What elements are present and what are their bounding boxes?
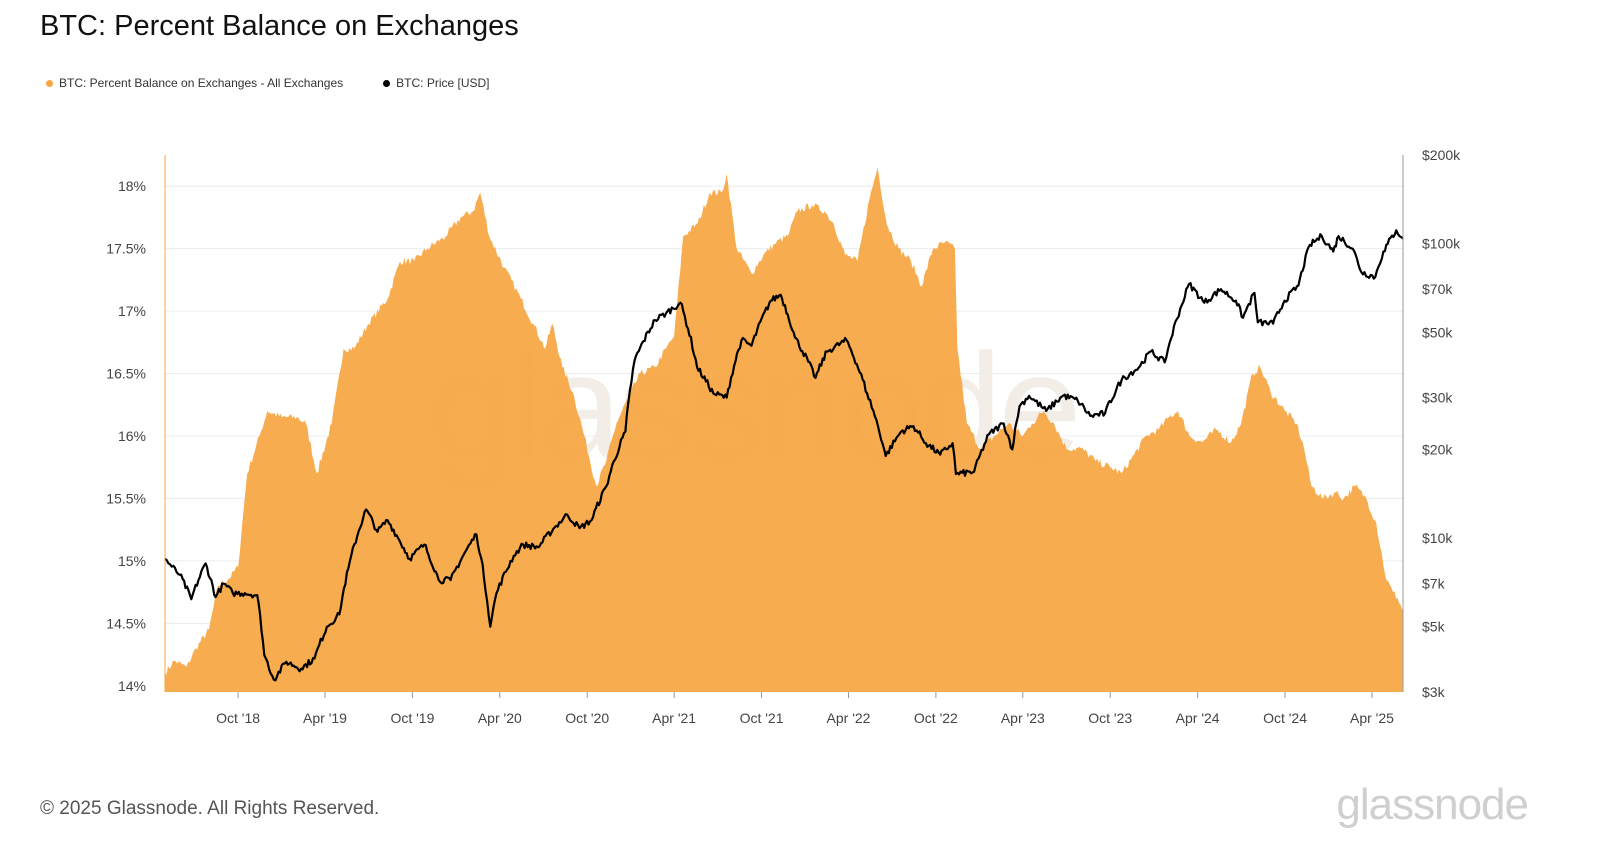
right-tick-label: $10k bbox=[1422, 530, 1453, 546]
left-tick-label: 17% bbox=[118, 303, 146, 319]
legend-item-price[interactable]: BTC: Price [USD] bbox=[383, 76, 490, 90]
right-tick-label: $200k bbox=[1422, 147, 1461, 163]
legend-item-balance[interactable]: BTC: Percent Balance on Exchanges - All … bbox=[46, 76, 343, 90]
copyright-footer: © 2025 Glassnode. All Rights Reserved. bbox=[40, 798, 380, 819]
left-tick-label: 16.5% bbox=[106, 366, 146, 382]
x-tick-label: Oct '18 bbox=[216, 710, 260, 726]
right-tick-label: $100k bbox=[1422, 236, 1461, 252]
legend-dot-balance bbox=[46, 79, 53, 87]
x-tick-label: Oct '22 bbox=[914, 710, 958, 726]
x-tick-label: Oct '20 bbox=[565, 710, 609, 726]
legend-label-balance: BTC: Percent Balance on Exchanges - All … bbox=[59, 76, 344, 90]
left-tick-label: 17.5% bbox=[106, 241, 146, 257]
balance-area bbox=[165, 167, 1403, 692]
legend-dot-price bbox=[383, 79, 391, 87]
x-tick-label: Oct '24 bbox=[1263, 710, 1307, 726]
legend: BTC: Percent Balance on Exchanges - All … bbox=[46, 76, 490, 90]
price-line-layer bbox=[164, 229, 1404, 682]
right-tick-label: $30k bbox=[1422, 390, 1453, 406]
left-tick-label: 15% bbox=[118, 553, 146, 569]
left-tick-label: 14.5% bbox=[106, 615, 146, 631]
glassnode-logo: glassnode bbox=[1336, 780, 1529, 829]
balance-area-layer bbox=[165, 167, 1403, 692]
axes: 14% 14.5% 15% 15.5% 16% 16.5% 17% 17.5% 18% $3k $5… bbox=[106, 147, 1461, 726]
left-tick-label: 16% bbox=[118, 428, 146, 444]
left-tick-label: 14% bbox=[118, 678, 146, 694]
x-tick-label: Apr '23 bbox=[1001, 710, 1045, 726]
right-tick-label: $70k bbox=[1422, 281, 1453, 297]
price-line bbox=[164, 229, 1404, 682]
chart-title: BTC: Percent Balance on Exchanges bbox=[40, 10, 519, 42]
x-tick-label: Apr '24 bbox=[1176, 710, 1220, 726]
x-tick-label: Apr '19 bbox=[303, 710, 347, 726]
x-tick-label: Oct '21 bbox=[740, 710, 784, 726]
legend-label-price: BTC: Price [USD] bbox=[396, 76, 490, 90]
left-tick-label: 15.5% bbox=[106, 490, 146, 506]
x-tick-label: Apr '20 bbox=[478, 710, 522, 726]
right-tick-label: $50k bbox=[1422, 324, 1453, 340]
left-tick-label: 18% bbox=[118, 178, 146, 194]
x-tick-label: Oct '23 bbox=[1088, 710, 1132, 726]
right-tick-label: $7k bbox=[1422, 576, 1446, 592]
right-tick-label: $20k bbox=[1422, 441, 1453, 457]
x-tick-label: Oct '19 bbox=[390, 710, 434, 726]
x-tick-label: Apr '21 bbox=[652, 710, 696, 726]
x-tick-label: Apr '25 bbox=[1350, 710, 1394, 726]
right-tick-label: $3k bbox=[1422, 684, 1446, 700]
right-tick-label: $5k bbox=[1422, 619, 1446, 635]
x-tick-label: Apr '22 bbox=[827, 710, 871, 726]
